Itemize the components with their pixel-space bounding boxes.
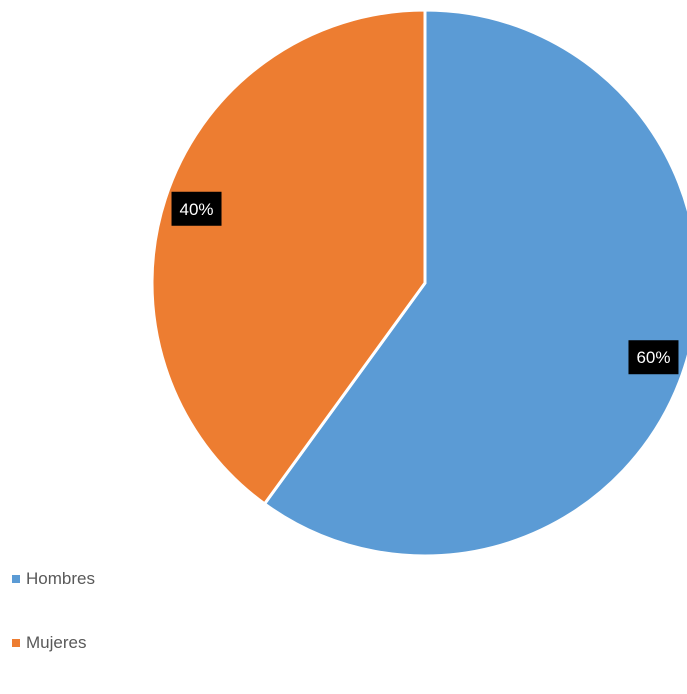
data-label-mujeres: 40% [171,191,222,226]
pie-slice-hombres [263,8,687,558]
data-label-box-mujeres [171,191,222,226]
pie-chart: 60% 40% Hombres Mujeres [12,8,687,652]
legend-swatch-hombres [12,575,20,583]
data-label-text-mujeres: 40% [180,200,214,219]
data-label-text-hombres: 60% [636,348,670,367]
legend-item-hombres: Hombres [12,566,95,592]
legend: Hombres Mujeres [12,566,95,694]
legend-label-mujeres: Mujeres [26,633,87,652]
data-label-box-hombres [628,340,679,375]
legend-swatch-mujeres [12,639,20,647]
pie-slice-mujeres [150,8,427,506]
legend-item-mujeres: Mujeres [12,630,95,656]
legend-label-hombres: Hombres [26,569,95,588]
data-label-hombres: 60% [628,340,679,375]
pie-chart-canvas: 60% 40% [150,8,687,558]
